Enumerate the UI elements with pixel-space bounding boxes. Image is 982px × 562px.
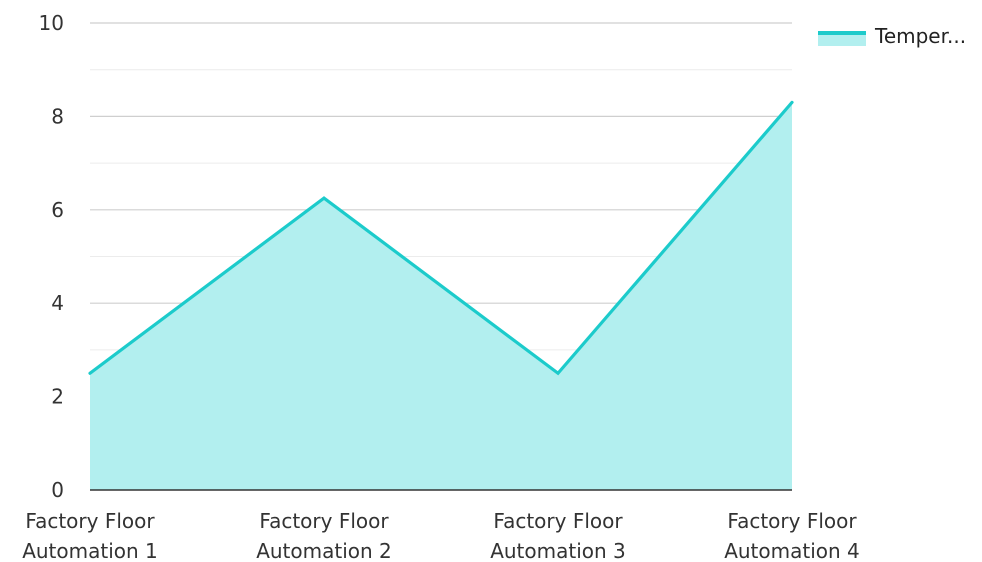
- y-tick-label: 4: [51, 291, 64, 315]
- y-tick-label: 10: [39, 11, 64, 35]
- series-line: [88, 100, 794, 376]
- x-tick-label: Factory Floor Automation 3: [490, 509, 626, 562]
- x-tick-label: Factory Floor Automation 4: [724, 509, 860, 562]
- x-tick-label: Factory Floor Automation 2: [256, 509, 392, 562]
- data-point[interactable]: [318, 192, 330, 204]
- y-tick-label: 6: [51, 198, 64, 222]
- data-point[interactable]: [786, 96, 798, 108]
- legend[interactable]: Temper...: [818, 24, 966, 48]
- y-tick-label: 8: [51, 104, 64, 128]
- y-axis-tick-labels: 0 2 4 6 8 10: [39, 11, 64, 502]
- data-point[interactable]: [84, 367, 96, 379]
- series-area: [84, 96, 798, 490]
- data-point[interactable]: [552, 367, 564, 379]
- x-tick-label: Factory Floor Automation 1: [22, 509, 158, 562]
- series-area-fill: [90, 102, 792, 490]
- y-tick-label: 0: [51, 478, 64, 502]
- legend-swatch: [818, 32, 866, 46]
- x-axis-tick-labels: Factory Floor Automation 1 Factory Floor Au…: [22, 509, 860, 562]
- legend-entry-label: Temper...: [874, 24, 966, 48]
- y-tick-label: 2: [51, 385, 64, 409]
